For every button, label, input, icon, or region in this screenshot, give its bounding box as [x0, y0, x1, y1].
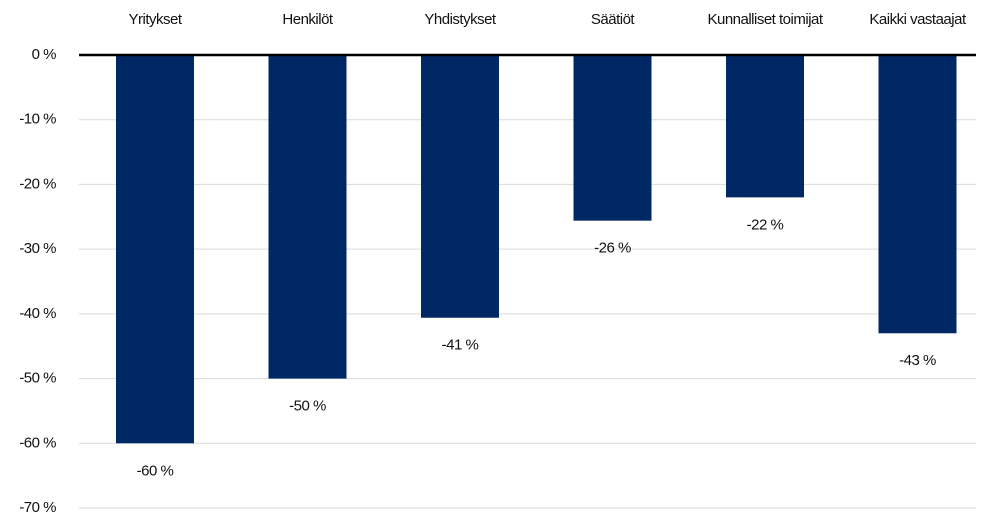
bar [726, 55, 804, 198]
y-tick-label: -60 % [19, 434, 56, 451]
x-tick-label: Yhdistykset [424, 11, 497, 28]
y-tick-label: 0 % [32, 46, 57, 63]
y-tick-label: -70 % [19, 499, 56, 516]
value-label: -41 % [442, 337, 479, 354]
x-tick-label: Kaikki vastaajat [869, 11, 967, 28]
bar [573, 55, 652, 221]
value-label: -26 % [594, 240, 631, 257]
x-tick-label: Säätiöt [591, 11, 636, 28]
value-label: -50 % [289, 398, 326, 415]
bar [268, 55, 347, 379]
y-tick-label: -40 % [19, 305, 56, 322]
x-tick-label: Yritykset [128, 11, 182, 28]
y-tick-label: -30 % [19, 240, 56, 257]
x-tick-label: Henkilöt [282, 11, 334, 28]
x-tick-label: Kunnalliset toimijat [707, 11, 823, 28]
value-label: -60 % [137, 462, 174, 479]
y-tick-label: -10 % [19, 111, 56, 128]
y-tick-label: -50 % [19, 370, 56, 387]
y-tick-label: -20 % [19, 175, 56, 192]
value-label: -22 % [747, 216, 784, 233]
bar [421, 55, 499, 318]
bar [878, 55, 957, 334]
value-label: -43 % [899, 352, 936, 369]
bar [116, 55, 194, 444]
